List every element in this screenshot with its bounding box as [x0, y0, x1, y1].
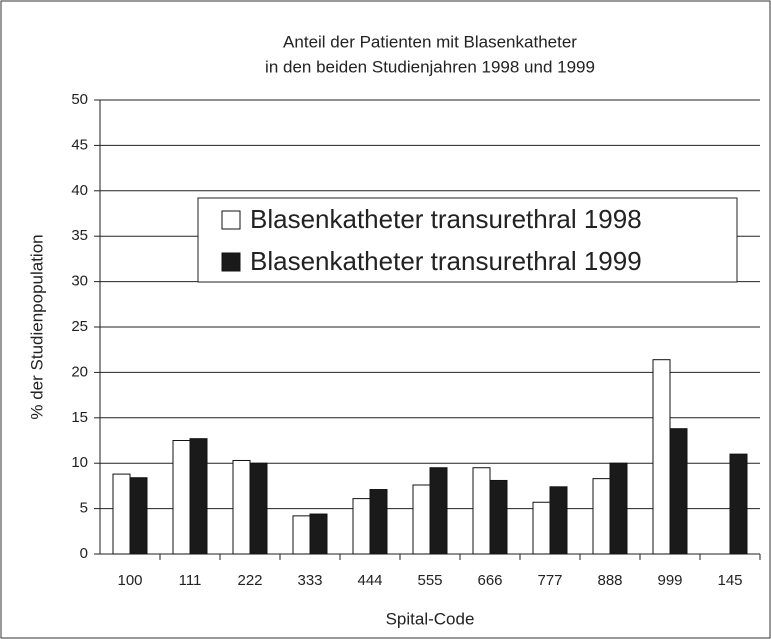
bar — [369, 489, 388, 555]
y-tick-label: 15 — [71, 409, 88, 426]
x-tick-label: 555 — [417, 572, 442, 589]
bar — [472, 467, 491, 555]
y-tick-label: 30 — [71, 273, 88, 290]
bar — [232, 459, 251, 555]
x-tick-label: 444 — [357, 572, 382, 589]
bar — [609, 462, 628, 555]
legend-swatch — [221, 252, 241, 272]
x-tick-label: 333 — [297, 572, 322, 589]
bar — [412, 484, 431, 555]
bar — [669, 428, 688, 555]
bar — [309, 513, 328, 555]
x-tick-label: 999 — [657, 572, 682, 589]
bar — [112, 473, 131, 555]
chart-title: Anteil der Patienten mit Blasenkatheter — [283, 32, 577, 51]
y-axis-title: % der Studienpopulation — [27, 234, 46, 419]
bar — [352, 498, 371, 555]
bar — [129, 477, 148, 555]
bar — [592, 478, 611, 555]
chart-title: in den beiden Studienjahren 1998 und 199… — [265, 57, 595, 76]
legend-box — [197, 197, 738, 283]
x-tick-label: 888 — [597, 572, 622, 589]
y-tick-label: 20 — [71, 363, 88, 380]
bar — [172, 440, 191, 555]
x-tick-label: 111 — [179, 572, 202, 589]
y-tick-label: 5 — [80, 500, 88, 517]
y-tick-label: 45 — [71, 136, 88, 153]
bar — [249, 462, 268, 555]
bar — [549, 486, 568, 555]
legend-label: Blasenkatheter transurethral 1999 — [250, 246, 642, 276]
x-tick-label: 666 — [477, 572, 502, 589]
y-tick-label: 35 — [71, 227, 88, 244]
y-tick-label: 50 — [71, 91, 88, 108]
bar — [729, 453, 748, 555]
x-tick-label: 222 — [237, 572, 262, 589]
legend-label: Blasenkatheter transurethral 1998 — [250, 204, 642, 234]
y-tick-label: 40 — [71, 182, 88, 199]
y-tick-label: 10 — [71, 454, 88, 471]
bar — [292, 515, 311, 555]
bar — [652, 359, 671, 555]
x-tick-label: 100 — [117, 572, 142, 589]
bar — [429, 467, 448, 555]
bar — [189, 438, 208, 555]
y-tick-label: 0 — [80, 545, 88, 562]
y-tick-label: 25 — [71, 318, 88, 335]
bar — [532, 501, 551, 555]
x-tick-label: 777 — [537, 572, 562, 589]
bar — [489, 479, 508, 555]
x-tick-label: 145 — [717, 572, 742, 589]
legend-swatch — [221, 210, 241, 230]
x-axis-title: Spital-Code — [386, 609, 475, 628]
